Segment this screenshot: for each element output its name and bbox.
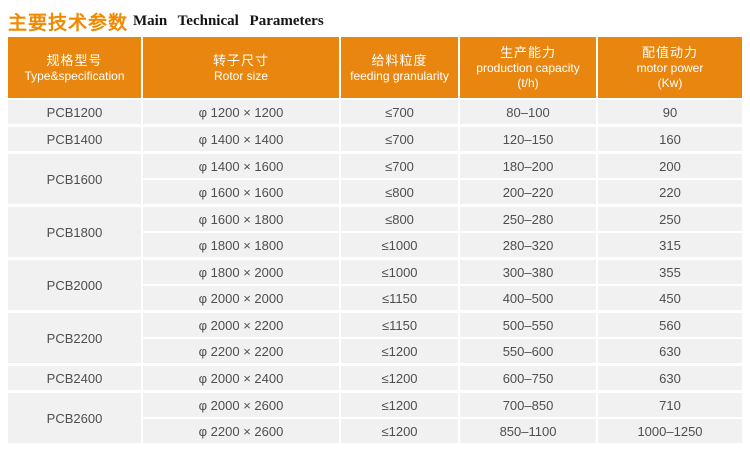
column-header-feed-zh: 给料粒度 (371, 52, 428, 68)
cell-capacity: 500–550 (460, 310, 598, 337)
cell-power: 450 (598, 284, 742, 310)
cell-capacity: 280–320 (460, 231, 598, 257)
page-title-en: Main Technical Parameters (133, 13, 324, 29)
header-row: 规格型号 Type&specification 转子尺寸 Rotor size … (8, 37, 742, 98)
cell-capacity: 200–220 (460, 178, 598, 204)
cell-rotor: φ 2000 × 2400 (143, 363, 341, 390)
cell-power: 560 (598, 310, 742, 337)
cell-type: PCB1800 (8, 204, 143, 257)
table-row: φ 2200 × 2200 ≤1200 550–600 630 (8, 337, 742, 363)
table-row: φ 1600 × 1600 ≤800 200–220 220 (8, 178, 742, 204)
cell-capacity: 250–280 (460, 204, 598, 231)
cell-type: PCB2600 (8, 390, 143, 443)
cell-capacity: 180–200 (460, 151, 598, 178)
column-header-rotor-en: Rotor size (213, 68, 269, 83)
cell-rotor: φ 1800 × 2000 (143, 257, 341, 284)
cell-capacity: 400–500 (460, 284, 598, 310)
cell-power: 630 (598, 363, 742, 390)
table-row: φ 2200 × 2600 ≤1200 850–1100 1000–1250 (8, 417, 742, 443)
cell-capacity: 600–750 (460, 363, 598, 390)
table-row: PCB1400 φ 1400 × 1400 ≤700 120–150 160 (8, 124, 742, 151)
cell-feed: ≤1000 (341, 257, 460, 284)
column-header-power-zh: 配值动力 (641, 45, 698, 60)
cell-type: PCB1200 (8, 98, 143, 124)
cell-rotor: φ 2000 × 2600 (143, 390, 341, 417)
cell-power: 220 (598, 178, 742, 204)
table-row: PCB2400 φ 2000 × 2400 ≤1200 600–750 630 (8, 363, 742, 390)
column-header-capacity-unit: (t/h) (517, 76, 539, 90)
table-row: PCB1800 φ 1600 × 1800 ≤800 250–280 250 (8, 204, 742, 257)
cell-type: PCB1600 (8, 151, 143, 204)
cell-rotor: φ 1600 × 1800 (143, 204, 341, 231)
column-header-type-zh: 规格型号 (46, 52, 103, 68)
cell-capacity: 550–600 (460, 337, 598, 363)
table-row: φ 1800 × 1800 ≤1000 280–320 315 (8, 231, 742, 257)
cell-capacity: 700–850 (460, 390, 598, 417)
cell-rotor: φ 1200 × 1200 (143, 98, 341, 124)
column-header-power: 配值动力 motor power (Kw) (598, 37, 742, 98)
cell-power: 315 (598, 231, 742, 257)
cell-type: PCB1400 (8, 124, 143, 151)
table-row: PCB1200 φ 1200 × 1200 ≤700 80–100 90 (8, 98, 742, 124)
table-row: PCB1600 φ 1400 × 1600 ≤700 180–200 200 (8, 151, 742, 204)
cell-feed: ≤700 (341, 151, 460, 178)
cell-power: 710 (598, 390, 742, 417)
cell-feed: ≤700 (341, 124, 460, 151)
cell-power: 90 (598, 98, 742, 124)
cell-capacity: 80–100 (460, 98, 598, 124)
cell-rotor: φ 2000 × 2000 (143, 284, 341, 310)
table-row: PCB2600 φ 2000 × 2600 ≤1200 700–850 710 (8, 390, 742, 443)
column-header-rotor-zh: 转子尺寸 (212, 52, 269, 68)
technical-parameters-table: 规格型号 Type&specification 转子尺寸 Rotor size … (8, 37, 742, 443)
column-header-capacity: 生产能力 production capacity (t/h) (460, 37, 598, 98)
cell-feed: ≤1200 (341, 363, 460, 390)
column-header-capacity-zh: 生产能力 (499, 45, 556, 60)
column-header-power-unit: (Kw) (657, 76, 683, 90)
table-row: PCB2200 φ 2000 × 2200 ≤1150 500–550 560 (8, 310, 742, 363)
cell-rotor: φ 1800 × 1800 (143, 231, 341, 257)
cell-rotor: φ 1400 × 1600 (143, 151, 341, 178)
column-header-rotor: 转子尺寸 Rotor size (143, 37, 341, 98)
cell-power: 160 (598, 124, 742, 151)
column-header-power-en: motor power (636, 61, 704, 75)
column-header-capacity-en: production capacity (476, 61, 580, 75)
page-title: 主要技术参数 Main Technical Parameters (0, 0, 750, 37)
cell-capacity: 120–150 (460, 124, 598, 151)
cell-rotor: φ 2200 × 2600 (143, 417, 341, 443)
cell-rotor: φ 1600 × 1600 (143, 178, 341, 204)
cell-feed: ≤800 (341, 178, 460, 204)
column-header-type-en: Type&specification (24, 68, 125, 83)
column-header-type: 规格型号 Type&specification (8, 37, 143, 98)
cell-power: 355 (598, 257, 742, 284)
cell-feed: ≤1200 (341, 337, 460, 363)
column-header-feed-en: feeding granularity (350, 68, 449, 83)
column-header-feed: 给料粒度 feeding granularity (341, 37, 460, 98)
cell-feed: ≤1200 (341, 390, 460, 417)
cell-rotor: φ 2000 × 2200 (143, 310, 341, 337)
cell-feed: ≤1150 (341, 310, 460, 337)
table-row: φ 2000 × 2000 ≤1150 400–500 450 (8, 284, 742, 310)
cell-capacity: 300–380 (460, 257, 598, 284)
cell-type: PCB2400 (8, 363, 143, 390)
cell-power: 1000–1250 (598, 417, 742, 443)
page-title-zh: 主要技术参数 (8, 13, 129, 34)
cell-power: 630 (598, 337, 742, 363)
cell-feed: ≤1000 (341, 231, 460, 257)
cell-feed: ≤700 (341, 98, 460, 124)
cell-rotor: φ 2200 × 2200 (143, 337, 341, 363)
cell-type: PCB2000 (8, 257, 143, 310)
cell-power: 200 (598, 151, 742, 178)
cell-type: PCB2200 (8, 310, 143, 363)
cell-feed: ≤800 (341, 204, 460, 231)
cell-feed: ≤1200 (341, 417, 460, 443)
cell-rotor: φ 1400 × 1400 (143, 124, 341, 151)
cell-capacity: 850–1100 (460, 417, 598, 443)
table-row: PCB2000 φ 1800 × 2000 ≤1000 300–380 355 (8, 257, 742, 310)
cell-feed: ≤1150 (341, 284, 460, 310)
cell-power: 250 (598, 204, 742, 231)
